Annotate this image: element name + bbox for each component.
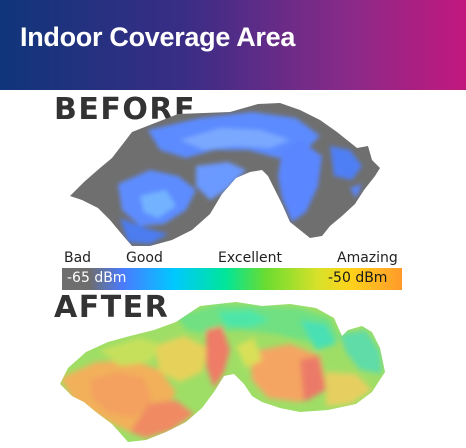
scale-max-value: -50 dBm xyxy=(328,270,388,286)
scale-level-amazing: Amazing xyxy=(337,250,398,266)
scale-level-good: Good xyxy=(126,250,163,266)
signal-scale-bar xyxy=(62,268,402,290)
before-heatmap xyxy=(70,103,380,246)
scale-level-excellent: Excellent xyxy=(218,250,282,266)
page-title: Indoor Coverage Area xyxy=(20,22,296,52)
after-heatmap xyxy=(60,302,385,442)
header-banner: Indoor Coverage Area xyxy=(0,0,466,90)
scale-level-bad: Bad xyxy=(64,250,92,266)
after-label: AFTER xyxy=(54,290,170,325)
scale-min-value: -65 dBm xyxy=(67,270,127,286)
